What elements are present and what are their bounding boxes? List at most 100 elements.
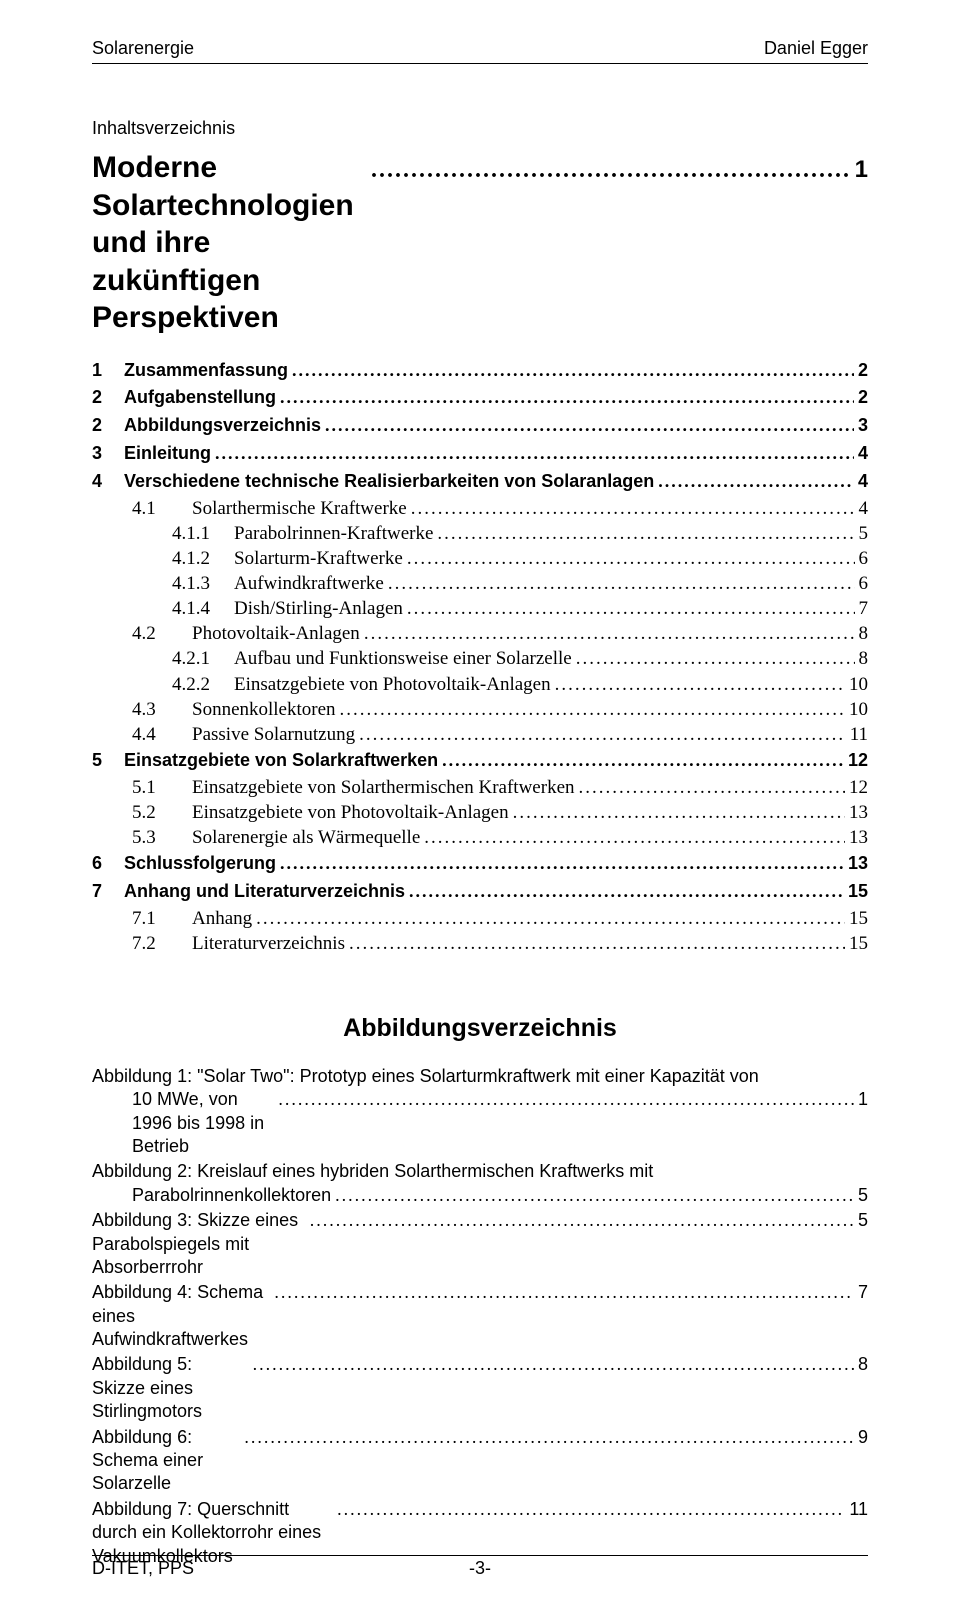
doc-title-page: 1	[851, 154, 868, 186]
lof-dots	[274, 1281, 854, 1304]
toc-dots	[658, 468, 854, 496]
toc-entry-number: 4.1.3	[92, 571, 234, 596]
lof-text: Abbildung 5: Skizze eines Stirlingmotors	[92, 1353, 253, 1423]
lof-text: Abbildung 2: Kreislauf eines hybriden So…	[92, 1160, 657, 1183]
toc-entry-page: 2	[854, 384, 868, 412]
page-footer: D-ITET, PPS -3-	[92, 1555, 868, 1579]
toc-dots	[407, 596, 855, 621]
toc-entry-label: Aufgabenstellung	[124, 384, 280, 412]
toc-dots	[513, 800, 845, 825]
toc-entry-page: 6	[855, 571, 869, 596]
toc-dots	[280, 850, 844, 878]
toc-entry: 4.2.1Aufbau und Funktionsweise einer Sol…	[92, 646, 868, 671]
toc-entry-number: 7.1	[92, 906, 192, 931]
toc-entry-page: 3	[854, 412, 868, 440]
lof-line: Abbildung 6: Schema einer Solarzelle9	[92, 1426, 868, 1496]
lof-entry: Abbildung 1: "Solar Two": Prototyp eines…	[92, 1065, 868, 1159]
toc-entry: 5.3Solarenergie als Wärmequelle13	[92, 825, 868, 850]
toc-dots	[215, 440, 854, 468]
lof-entry: Abbildung 2: Kreislauf eines hybriden So…	[92, 1160, 868, 1207]
toc-entry-label: Literaturverzeichnis	[192, 931, 349, 956]
toc-entry-label: Einleitung	[124, 440, 215, 468]
lof-text: Abbildung 1: "Solar Two": Prototyp eines…	[92, 1065, 763, 1088]
toc-entry: 5Einsatzgebiete von Solarkraftwerken12	[92, 747, 868, 775]
toc-dots	[292, 357, 854, 385]
toc-entry-label: Aufbau und Funktionsweise einer Solarzel…	[234, 646, 576, 671]
toc-dots	[442, 747, 844, 775]
lof-dots	[244, 1426, 854, 1449]
toc-entry: 7Anhang und Literaturverzeichnis15	[92, 878, 868, 906]
toc-entry: 2Abbildungsverzeichnis3	[92, 412, 868, 440]
toc-entry-label: Photovoltaik-Anlagen	[192, 621, 364, 646]
toc-entry-label: Schlussfolgerung	[124, 850, 280, 878]
toc-dots	[280, 384, 854, 412]
toc-entry-number: 4.1.2	[92, 546, 234, 571]
lof-line: Abbildung 1: "Solar Two": Prototyp eines…	[92, 1065, 868, 1088]
toc-entry: 4.1.2Solarturm-Kraftwerke6	[92, 546, 868, 571]
toc-dots	[411, 496, 855, 521]
toc-entry: 7.1Anhang15	[92, 906, 868, 931]
toc-entry-page: 8	[855, 646, 869, 671]
toc-dots	[579, 775, 846, 800]
doc-title: Moderne Solartechnologien und ihre zukün…	[92, 149, 371, 337]
toc-entry-page: 5	[855, 521, 869, 546]
toc-dots	[576, 646, 855, 671]
toc-entry-label: Einsatzgebiete von Solarkraftwerken	[124, 747, 442, 775]
toc-entry-number: 5.3	[92, 825, 192, 850]
toc-entry-label: Solarturm-Kraftwerke	[234, 546, 407, 571]
toc-entry-label: Einsatzgebiete von Photovoltaik-Anlagen	[234, 672, 555, 697]
toc-entry-label: Passive Solarnutzung	[192, 722, 359, 747]
lof-entry: Abbildung 5: Skizze eines Stirlingmotors…	[92, 1353, 868, 1423]
lof-page: 11	[845, 1498, 868, 1521]
toc-entry: 4.4Passive Solarnutzung11	[92, 722, 868, 747]
toc-entry: 4.1.4Dish/Stirling-Anlagen7	[92, 596, 868, 621]
toc-entry-number: 4.4	[92, 722, 192, 747]
toc-heading: Inhaltsverzeichnis	[92, 118, 868, 139]
lof-text: Parabolrinnenkollektoren	[132, 1184, 335, 1207]
toc-entry-number: 4.1	[92, 496, 192, 521]
table-of-contents: 1Zusammenfassung22Aufgabenstellung22Abbi…	[92, 357, 868, 956]
toc-dots	[364, 621, 855, 646]
toc-entry-number: 2	[92, 412, 124, 440]
toc-entry-page: 2	[854, 357, 868, 385]
header-left: Solarenergie	[92, 38, 194, 59]
toc-entry-number: 7.2	[92, 931, 192, 956]
page-header: Solarenergie Daniel Egger	[92, 38, 868, 64]
lof-page: 1	[854, 1088, 868, 1111]
lof-entry: Abbildung 6: Schema einer Solarzelle9	[92, 1426, 868, 1496]
toc-dots	[555, 672, 845, 697]
lof-dots	[253, 1353, 854, 1376]
toc-entry-number: 1	[92, 357, 124, 385]
toc-entry: 6Schlussfolgerung13	[92, 850, 868, 878]
toc-entry-number: 5.2	[92, 800, 192, 825]
toc-entry: 5.2Einsatzgebiete von Photovoltaik-Anlag…	[92, 800, 868, 825]
toc-entry-label: Sonnenkollektoren	[192, 697, 340, 722]
toc-dots	[359, 722, 846, 747]
lof-page: 5	[854, 1184, 868, 1207]
toc-entry: 5.1Einsatzgebiete von Solarthermischen K…	[92, 775, 868, 800]
toc-entry-number: 4.2.2	[92, 672, 234, 697]
toc-dots	[349, 931, 845, 956]
toc-entry-number: 3	[92, 440, 124, 468]
toc-entry-label: Anhang und Literaturverzeichnis	[124, 878, 409, 906]
toc-entry-page: 4	[854, 440, 868, 468]
lof-entry: Abbildung 3: Skizze eines Parabolspiegel…	[92, 1209, 868, 1279]
toc-dots	[407, 546, 855, 571]
toc-entry-page: 4	[854, 468, 868, 496]
toc-entry: 4.2Photovoltaik-Anlagen8	[92, 621, 868, 646]
toc-dots	[371, 154, 851, 186]
toc-entry-page: 10	[845, 697, 868, 722]
lof-text: Abbildung 4: Schema eines Aufwindkraftwe…	[92, 1281, 274, 1351]
toc-dots	[409, 878, 844, 906]
lof-heading: Abbildungsverzeichnis	[92, 1014, 868, 1043]
toc-entry-number: 4.2	[92, 621, 192, 646]
doc-title-row: Moderne Solartechnologien und ihre zukün…	[92, 149, 868, 343]
toc-entry-number: 4.3	[92, 697, 192, 722]
toc-entry-page: 12	[844, 747, 868, 775]
toc-dots	[256, 906, 845, 931]
toc-entry: 4.2.2Einsatzgebiete von Photovoltaik-Anl…	[92, 672, 868, 697]
toc-entry-number: 4.1.1	[92, 521, 234, 546]
toc-entry-page: 15	[845, 931, 868, 956]
toc-dots	[340, 697, 845, 722]
toc-entry-page: 7	[855, 596, 869, 621]
